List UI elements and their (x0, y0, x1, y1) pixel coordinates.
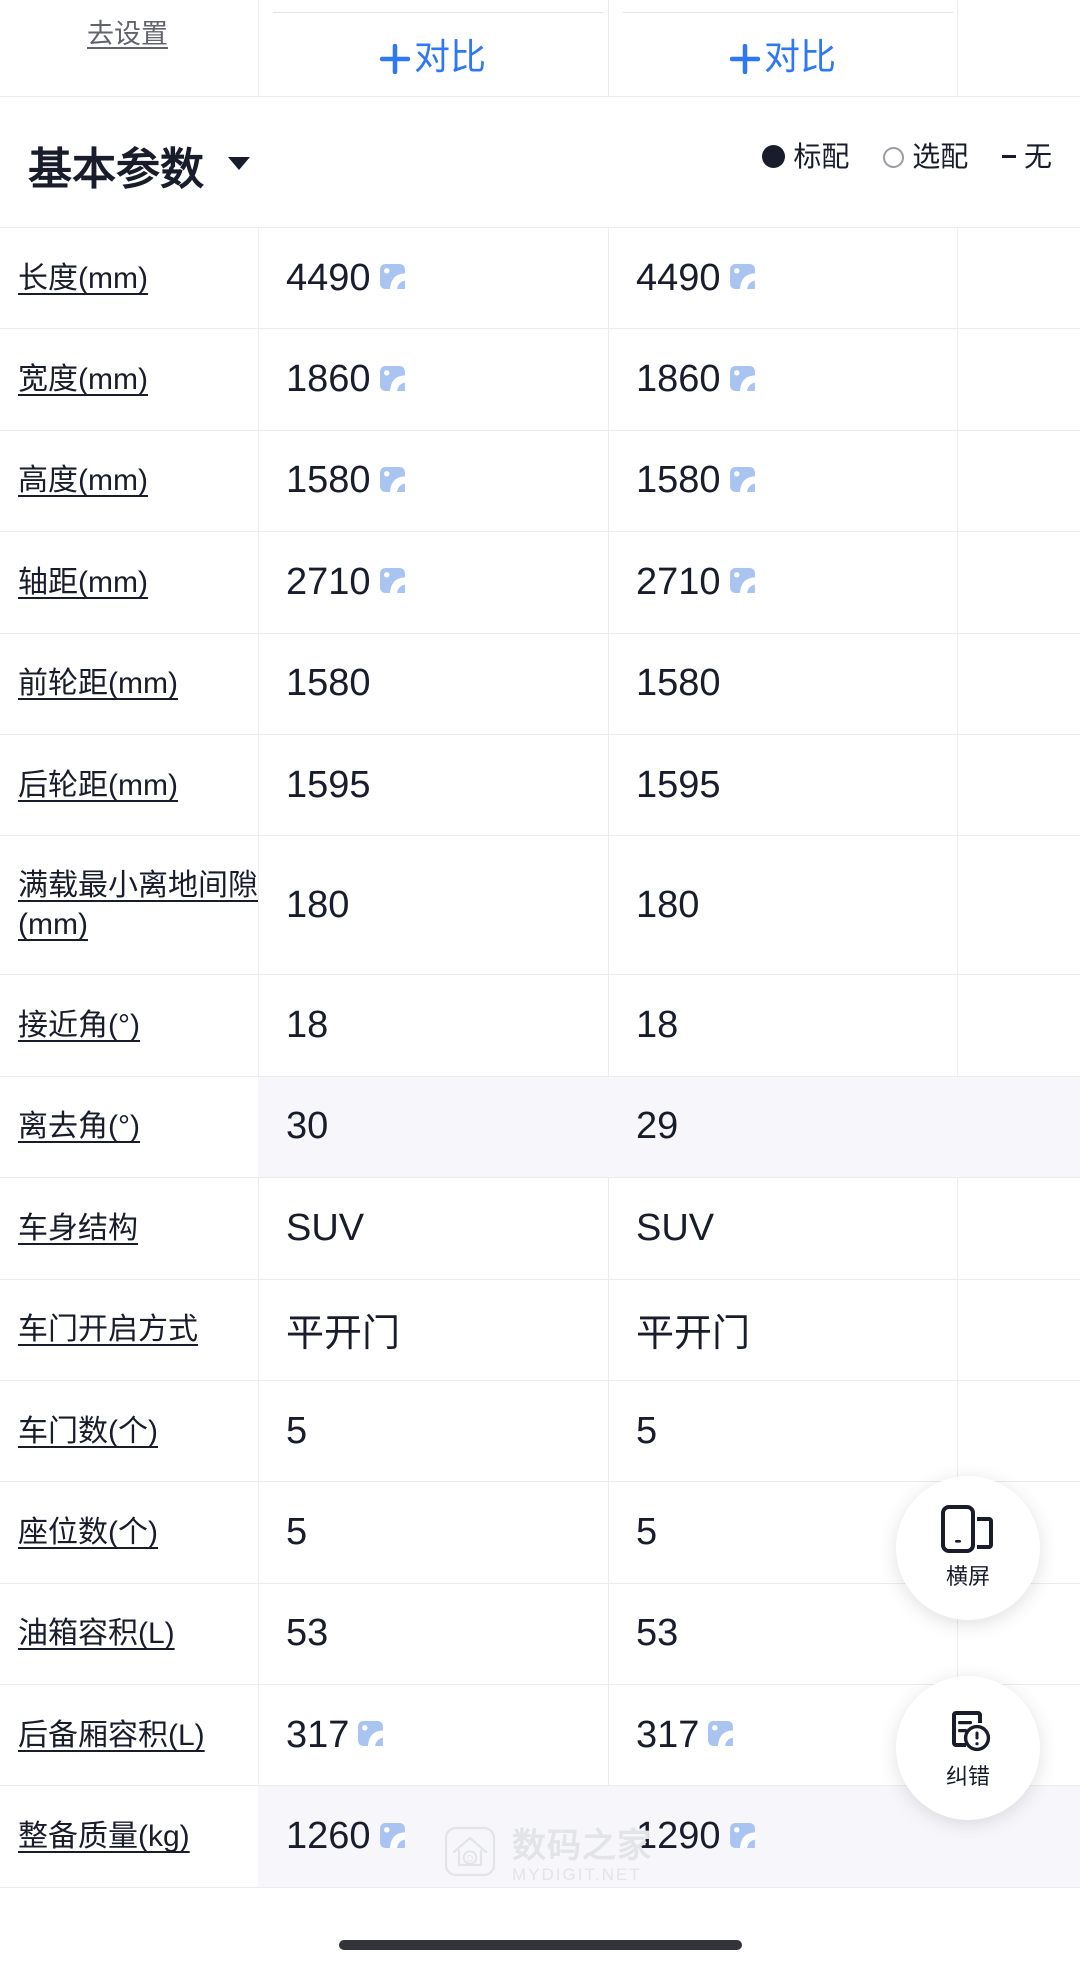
svg-text:D: D (467, 1854, 474, 1864)
